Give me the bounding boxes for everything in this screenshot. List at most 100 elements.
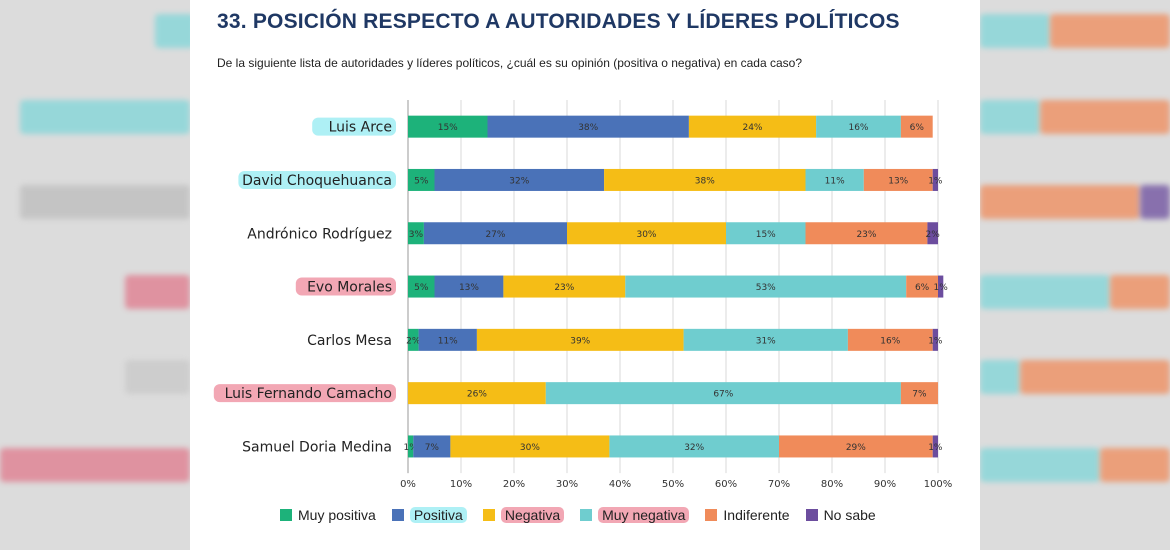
- category-label: Luis Arce: [329, 120, 392, 136]
- chart-subtitle: De la siguiente lista de autoridades y l…: [217, 56, 803, 70]
- data-label: 1%: [928, 443, 943, 453]
- legend-item: No sabe: [805, 507, 876, 523]
- bar-segment: [805, 168, 864, 191]
- bar-segment: [408, 382, 546, 405]
- x-tick-label: 60%: [715, 479, 737, 490]
- data-label: 1%: [928, 336, 943, 346]
- bar-segment: [932, 168, 938, 191]
- legend-item: Muy negativa: [580, 507, 690, 523]
- data-label: 53%: [756, 283, 776, 293]
- x-tick-label: 80%: [821, 479, 843, 490]
- data-label: 30%: [636, 230, 656, 240]
- bar-segment: [434, 168, 605, 191]
- data-label: 5%: [414, 176, 429, 186]
- data-label: 2%: [406, 336, 421, 346]
- category-label: Samuel Doria Medina: [242, 439, 392, 455]
- data-label: 2%: [926, 230, 941, 240]
- data-label: 11%: [438, 336, 458, 346]
- data-label: 6%: [915, 283, 930, 293]
- bar-segment: [847, 328, 933, 351]
- bar-segment: [408, 328, 419, 351]
- legend-swatch: [705, 509, 718, 521]
- category-label: Luis Fernando Camacho: [225, 386, 392, 402]
- x-tick-label: 0%: [400, 479, 416, 490]
- x-tick-label: 50%: [662, 479, 684, 490]
- legend-swatch: [280, 509, 292, 521]
- blurred-left-background: [0, 0, 190, 550]
- bar-segment: [726, 222, 806, 245]
- bar-segment: [932, 435, 938, 458]
- data-label: 39%: [570, 336, 590, 346]
- bar-segment: [927, 222, 938, 245]
- bar-segment: [683, 328, 848, 351]
- category-highlight: [213, 384, 396, 403]
- data-label: 16%: [848, 123, 868, 133]
- data-label: 1%: [934, 283, 949, 293]
- data-label: 1%: [928, 176, 943, 186]
- bar-segment: [567, 222, 726, 245]
- data-label: 15%: [438, 123, 458, 133]
- bar-segment: [408, 168, 435, 191]
- data-label: 11%: [825, 176, 845, 186]
- bar-segment: [423, 222, 567, 245]
- x-tick-label: 30%: [556, 479, 578, 490]
- bar-segment: [487, 115, 689, 138]
- bar-segment: [779, 435, 933, 458]
- category-label: Andrónico Rodríguez: [247, 226, 392, 242]
- data-label: 30%: [520, 443, 540, 453]
- legend-item: Positiva: [391, 507, 467, 523]
- legend-swatch: [391, 509, 404, 521]
- data-label: 67%: [713, 390, 733, 400]
- category-highlight: [312, 117, 396, 136]
- legend-label: Negativa: [500, 507, 565, 523]
- data-label: 3%: [409, 230, 424, 240]
- category-label: Evo Morales: [307, 280, 392, 296]
- chart-title: 33. POSICIÓN RESPECTO A AUTORIDADES Y LÍ…: [217, 10, 900, 33]
- data-label: 27%: [485, 230, 505, 240]
- blurred-right-background: [980, 0, 1170, 550]
- data-label: 23%: [856, 230, 876, 240]
- legend-swatch: [805, 509, 818, 521]
- bar-segment: [938, 275, 944, 298]
- x-tick-label: 40%: [609, 479, 631, 490]
- bar-segment: [906, 275, 938, 298]
- chart-legend: Muy positiva Positiva Negativa Muy negativa…: [280, 507, 876, 523]
- bar-segment: [609, 435, 779, 458]
- data-label: 7%: [425, 443, 440, 453]
- data-label: 13%: [888, 176, 908, 186]
- bar-segment: [625, 275, 907, 298]
- data-label: 6%: [910, 123, 925, 133]
- bar-segment: [450, 435, 610, 458]
- bar-segment: [413, 435, 451, 458]
- bar-segment: [408, 115, 488, 138]
- legend-swatch: [482, 509, 495, 521]
- legend-label: Muy positiva: [298, 507, 376, 523]
- legend-label: No sabe: [823, 507, 876, 523]
- bar-segment: [805, 222, 928, 245]
- bar-segment: [434, 275, 504, 298]
- legend-label: Positiva: [409, 507, 467, 523]
- bar-segment: [816, 115, 901, 138]
- data-label: 16%: [880, 336, 900, 346]
- bar-segment: [418, 328, 477, 351]
- bar-segment: [688, 115, 817, 138]
- legend-swatch: [580, 509, 593, 521]
- data-label: 23%: [554, 283, 574, 293]
- bar-segment: [604, 168, 806, 191]
- bar-segment: [408, 435, 414, 458]
- legend-item: Indiferente: [705, 507, 790, 523]
- legend-item: Negativa: [482, 507, 565, 523]
- data-label: 32%: [509, 176, 529, 186]
- data-label: 26%: [467, 390, 487, 400]
- data-label: 1%: [404, 443, 419, 453]
- x-tick-label: 20%: [503, 479, 525, 490]
- category-label: Carlos Mesa: [307, 333, 392, 349]
- data-label: 5%: [414, 283, 429, 293]
- data-label: 24%: [742, 123, 762, 133]
- chart-panel: 33. POSICIÓN RESPECTO A AUTORIDADES Y LÍ…: [190, 0, 980, 550]
- x-tick-label: 70%: [768, 479, 790, 490]
- data-label: 7%: [912, 390, 927, 400]
- data-label: 38%: [578, 123, 598, 133]
- data-label: 13%: [459, 283, 479, 293]
- bar-segment: [503, 275, 626, 298]
